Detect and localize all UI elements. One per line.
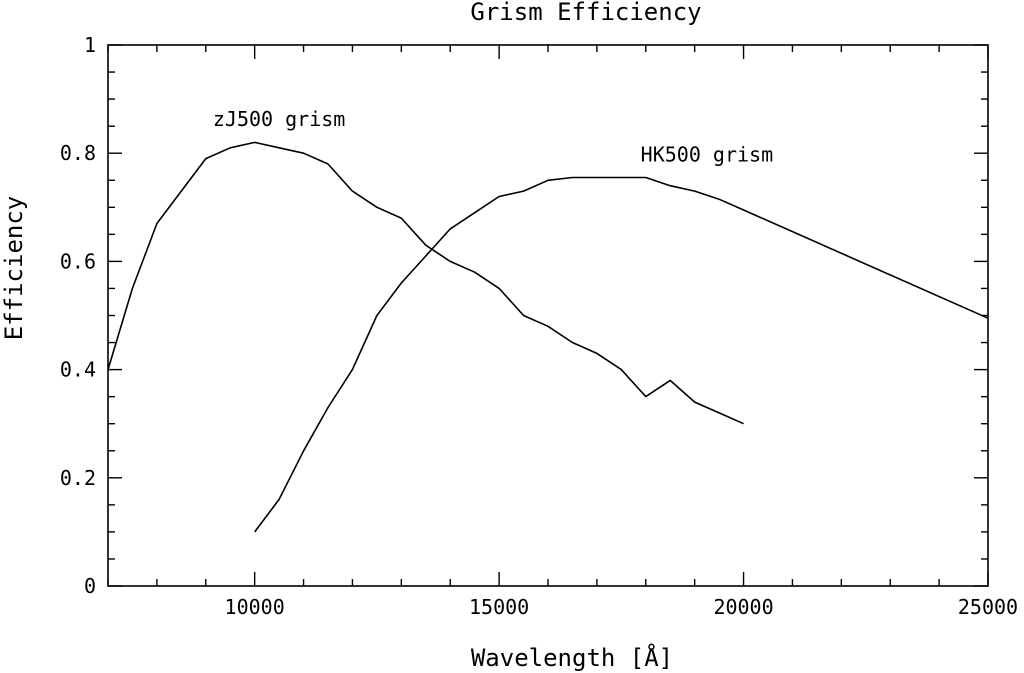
series-line-hk500: [254, 176, 989, 533]
series-line-zj500: [107, 141, 744, 425]
y-tick-label: 0.2: [60, 466, 96, 490]
annotation-layer: zJ500 grism HK500 grism: [213, 107, 773, 166]
x-axis-ticks: [107, 45, 989, 586]
y-axis-label: Efficiency: [0, 196, 28, 341]
annotation-hk500: HK500 grism: [641, 142, 773, 166]
y-tick-label: 1: [84, 33, 96, 57]
series-layer: [107, 141, 989, 533]
x-tick-label: 20000: [713, 595, 773, 619]
x-axis-tick-labels: 10000 15000 20000 25000: [225, 595, 1019, 619]
y-tick-label: 0.4: [60, 358, 96, 382]
y-tick-label: 0.6: [60, 249, 96, 273]
y-axis-ticks: [108, 44, 988, 587]
chart-title: Grism Efficiency: [470, 0, 701, 26]
y-tick-label: 0.8: [60, 141, 96, 165]
x-axis-label: Wavelength [Å]: [471, 643, 673, 672]
x-tick-label: 10000: [225, 595, 285, 619]
x-tick-label: 15000: [469, 595, 529, 619]
x-tick-label: 25000: [958, 595, 1018, 619]
annotation-zj500: zJ500 grism: [213, 107, 345, 131]
y-axis-tick-labels: 0 0.2 0.4 0.6 0.8 1: [60, 33, 96, 598]
y-tick-label: 0: [84, 574, 96, 598]
